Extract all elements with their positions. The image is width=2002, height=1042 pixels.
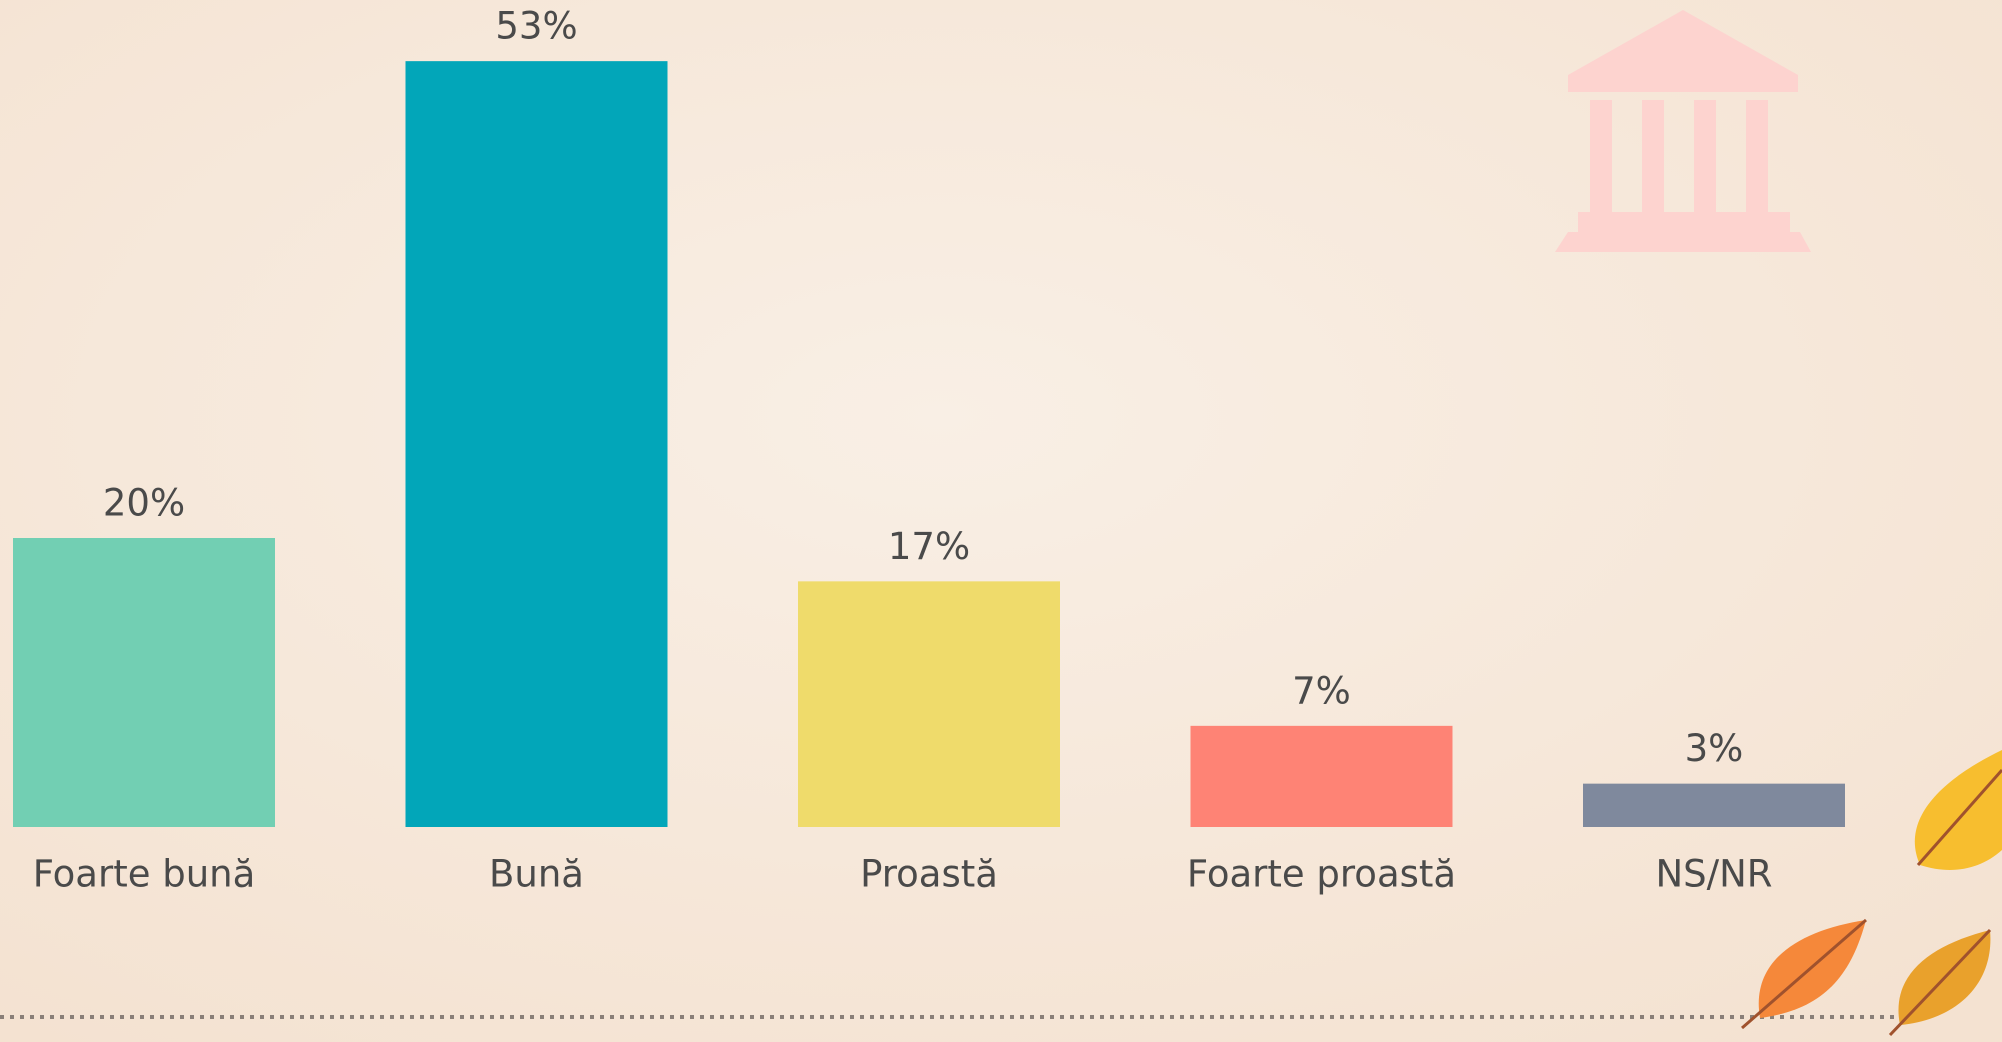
category-label: Proastă	[860, 853, 998, 896]
category-label: Foarte proastă	[1187, 853, 1456, 896]
leaves	[1741, 750, 2002, 1037]
bar	[1190, 725, 1453, 827]
bar	[13, 538, 275, 827]
category-label: NS/NR	[1655, 853, 1772, 896]
value-label: 7%	[1292, 669, 1351, 712]
bank-icon	[1555, 10, 1811, 252]
value-label: 3%	[1685, 727, 1744, 770]
value-label: 53%	[495, 5, 577, 48]
bar	[1583, 783, 1845, 827]
category-label: Foarte bună	[33, 853, 256, 896]
value-label: 17%	[888, 525, 970, 568]
bar	[405, 61, 668, 827]
bar	[798, 581, 1060, 827]
category-label: Bună	[489, 853, 584, 896]
value-label: 20%	[103, 482, 185, 525]
